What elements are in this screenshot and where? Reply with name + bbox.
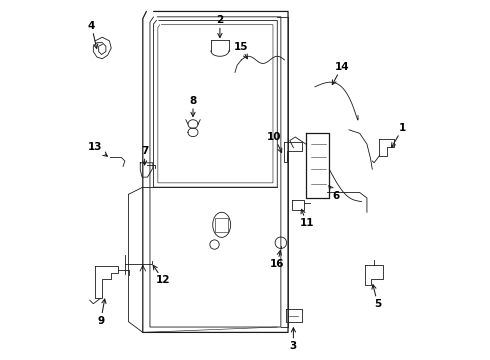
Text: 14: 14 bbox=[332, 62, 349, 85]
Text: 9: 9 bbox=[98, 299, 106, 325]
Text: 3: 3 bbox=[290, 328, 297, 351]
Text: 2: 2 bbox=[216, 15, 223, 37]
Text: 10: 10 bbox=[267, 132, 282, 153]
Bar bbox=[215, 218, 228, 232]
Text: 13: 13 bbox=[88, 142, 107, 156]
Text: 12: 12 bbox=[153, 265, 171, 285]
Text: 6: 6 bbox=[329, 186, 340, 201]
Text: 16: 16 bbox=[270, 251, 285, 269]
Text: 15: 15 bbox=[233, 42, 248, 59]
Text: 11: 11 bbox=[299, 209, 314, 228]
Text: 4: 4 bbox=[88, 21, 98, 48]
Text: 7: 7 bbox=[141, 146, 148, 165]
Text: 5: 5 bbox=[372, 285, 381, 309]
Text: 1: 1 bbox=[392, 123, 406, 147]
Text: 8: 8 bbox=[189, 96, 196, 117]
